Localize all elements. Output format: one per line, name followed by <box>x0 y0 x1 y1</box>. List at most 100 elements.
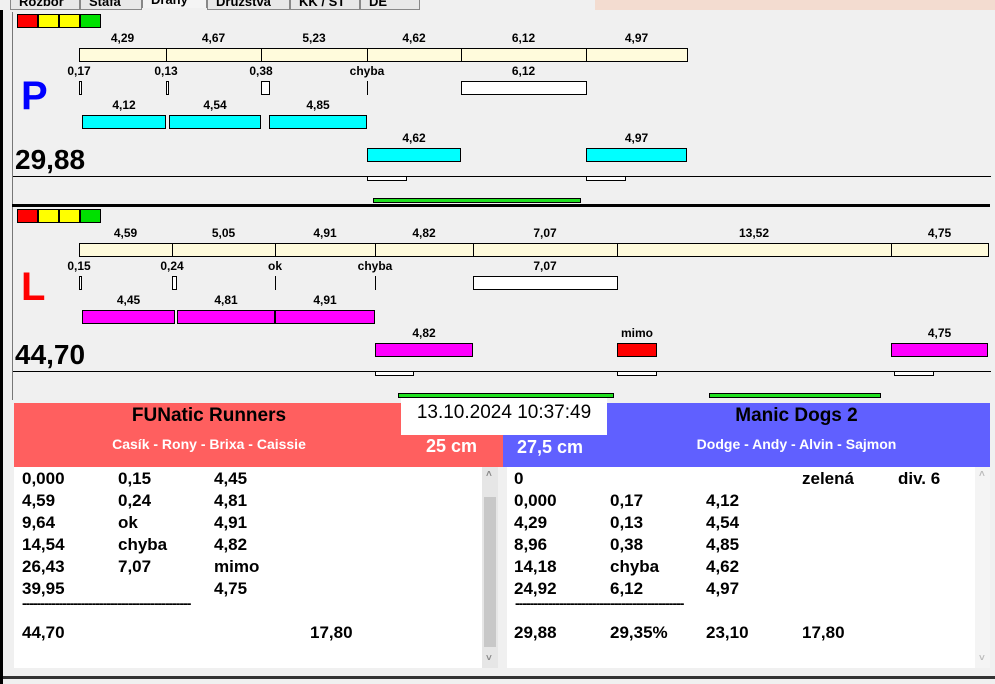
list-cell: 0,000 <box>514 491 557 510</box>
status-lamp <box>17 209 38 223</box>
run-bar <box>82 115 166 129</box>
summary-cell: 17,80 <box>802 623 845 642</box>
list-cell: chyba <box>610 557 660 576</box>
split-label: 4,59 <box>113 226 138 240</box>
separator: ----------------------------------------… <box>515 595 684 611</box>
run-bar <box>269 115 367 129</box>
timestamp: 13.10.2024 10:37:49 <box>401 398 607 435</box>
right-scrollbar[interactable]: ˄ ˅ <box>975 467 990 668</box>
reaction-bar <box>461 81 587 95</box>
tab-5[interactable]: DE <box>360 0 420 10</box>
reaction-label: chyba <box>349 64 385 78</box>
reaction-label: ok <box>267 259 282 273</box>
split-bar <box>172 243 276 257</box>
split-label: 4,82 <box>412 226 436 240</box>
list-cell: chyba <box>118 535 168 554</box>
left-scroll-thumb[interactable] <box>484 497 496 647</box>
split-label: 4,97 <box>624 31 649 45</box>
bottom-edge <box>3 676 995 679</box>
tab-4[interactable]: KK / ST <box>290 0 360 10</box>
run-bar <box>177 310 275 324</box>
rerun-label: 4,97 <box>624 131 649 145</box>
reaction-bar <box>172 276 177 290</box>
list-cell: 4,75 <box>214 579 248 598</box>
tab-2[interactable]: Dráhy <box>142 0 207 8</box>
split-bar <box>586 48 688 62</box>
track-divider <box>12 204 990 207</box>
reaction-bar <box>79 81 82 95</box>
side-indicator: L <box>21 265 46 309</box>
split-bar <box>166 48 262 62</box>
track-panel-l: L 44,70 4,59 5,05 4,91 4,82 7,07 13,52 4,75 0,15 0… <box>12 207 991 400</box>
progress-green <box>398 393 614 398</box>
split-label: 4,75 <box>927 226 952 240</box>
list-cell: 0 <box>514 469 524 488</box>
split-bar <box>79 243 173 257</box>
list-cell: 4,12 <box>706 491 740 510</box>
split-label: 13,52 <box>738 226 770 240</box>
split-bar <box>275 243 376 257</box>
track-total: 44,70 <box>15 339 86 370</box>
left-scrollbar[interactable]: ˄ ˅ <box>482 467 498 668</box>
split-label: 5,05 <box>211 226 236 240</box>
rerun-bar <box>617 343 657 357</box>
list-cell: 6,12 <box>610 579 644 598</box>
split-bar <box>617 243 892 257</box>
tab-0[interactable]: Rozbor <box>10 0 80 10</box>
list-cell: ok <box>118 513 138 532</box>
split-label: 4,29 <box>110 31 135 45</box>
split-label: 5,23 <box>302 31 326 45</box>
split-bar <box>79 48 167 62</box>
list-cell: 9,64 <box>22 513 56 532</box>
list-cell: div. 6 <box>898 469 941 488</box>
split-bar <box>473 243 618 257</box>
status-lamp <box>59 209 80 223</box>
list-cell: 0,38 <box>610 535 644 554</box>
split-bar <box>261 48 368 62</box>
scroll-down-icon[interactable]: ˅ <box>979 653 985 664</box>
list-cell: 14,18 <box>514 557 557 576</box>
reaction-line <box>367 81 368 95</box>
reaction-label: 0,24 <box>160 259 184 273</box>
reaction-label: 7,07 <box>533 259 557 273</box>
status-lamp <box>80 14 101 28</box>
status-lamp <box>38 209 59 223</box>
list-cell: 4,54 <box>706 513 740 532</box>
split-bar <box>891 243 989 257</box>
split-bar <box>375 243 474 257</box>
tab-1[interactable]: Štafa <box>80 0 142 10</box>
track-total: 29,88 <box>15 144 86 175</box>
rerun-bar <box>586 148 687 162</box>
list-cell: 4,45 <box>214 469 248 488</box>
list-cell: 14,54 <box>22 535 65 554</box>
summary-cell: 23,10 <box>706 623 749 642</box>
run-label: 4,54 <box>203 98 227 112</box>
reaction-label: 0,17 <box>67 64 91 78</box>
run-bar <box>82 310 175 324</box>
list-cell: 39,95 <box>22 579 65 598</box>
run-bar <box>169 115 261 129</box>
right-team-header: Manic Dogs 2 Dodge - Andy - Alvin - Sajm… <box>503 403 990 467</box>
baseline <box>13 371 991 372</box>
scroll-down-icon[interactable]: ˅ <box>486 653 492 664</box>
scroll-up-icon[interactable]: ˄ <box>979 469 985 480</box>
window-edge <box>0 10 3 684</box>
left-team-height: 25 cm <box>426 436 478 456</box>
tab-strip-fill <box>595 0 995 10</box>
status-lamp <box>17 14 38 28</box>
split-label: 7,07 <box>533 226 557 240</box>
list-cell: 0,24 <box>118 491 152 510</box>
right-team-members: Dodge - Andy - Alvin - Sajmon <box>696 436 897 452</box>
list-cell: mimo <box>214 557 260 576</box>
run-bar <box>275 310 375 324</box>
list-cell: 4,91 <box>214 513 248 532</box>
rerun-label: mimo <box>620 326 653 340</box>
summary-cell: 17,80 <box>310 623 353 642</box>
list-cell: zelená <box>802 469 854 488</box>
summary-cell: 29,35% <box>610 623 668 642</box>
tab-3[interactable]: Družstva <box>207 0 290 10</box>
scroll-up-icon[interactable]: ˄ <box>486 469 492 480</box>
right-results-list: 0 zelená div. 6 0,000 0,17 4,12 4,29 0,13 4,54 8,… <box>507 467 975 668</box>
run-label: 4,12 <box>112 98 136 112</box>
rerun-label: 4,75 <box>927 326 952 340</box>
